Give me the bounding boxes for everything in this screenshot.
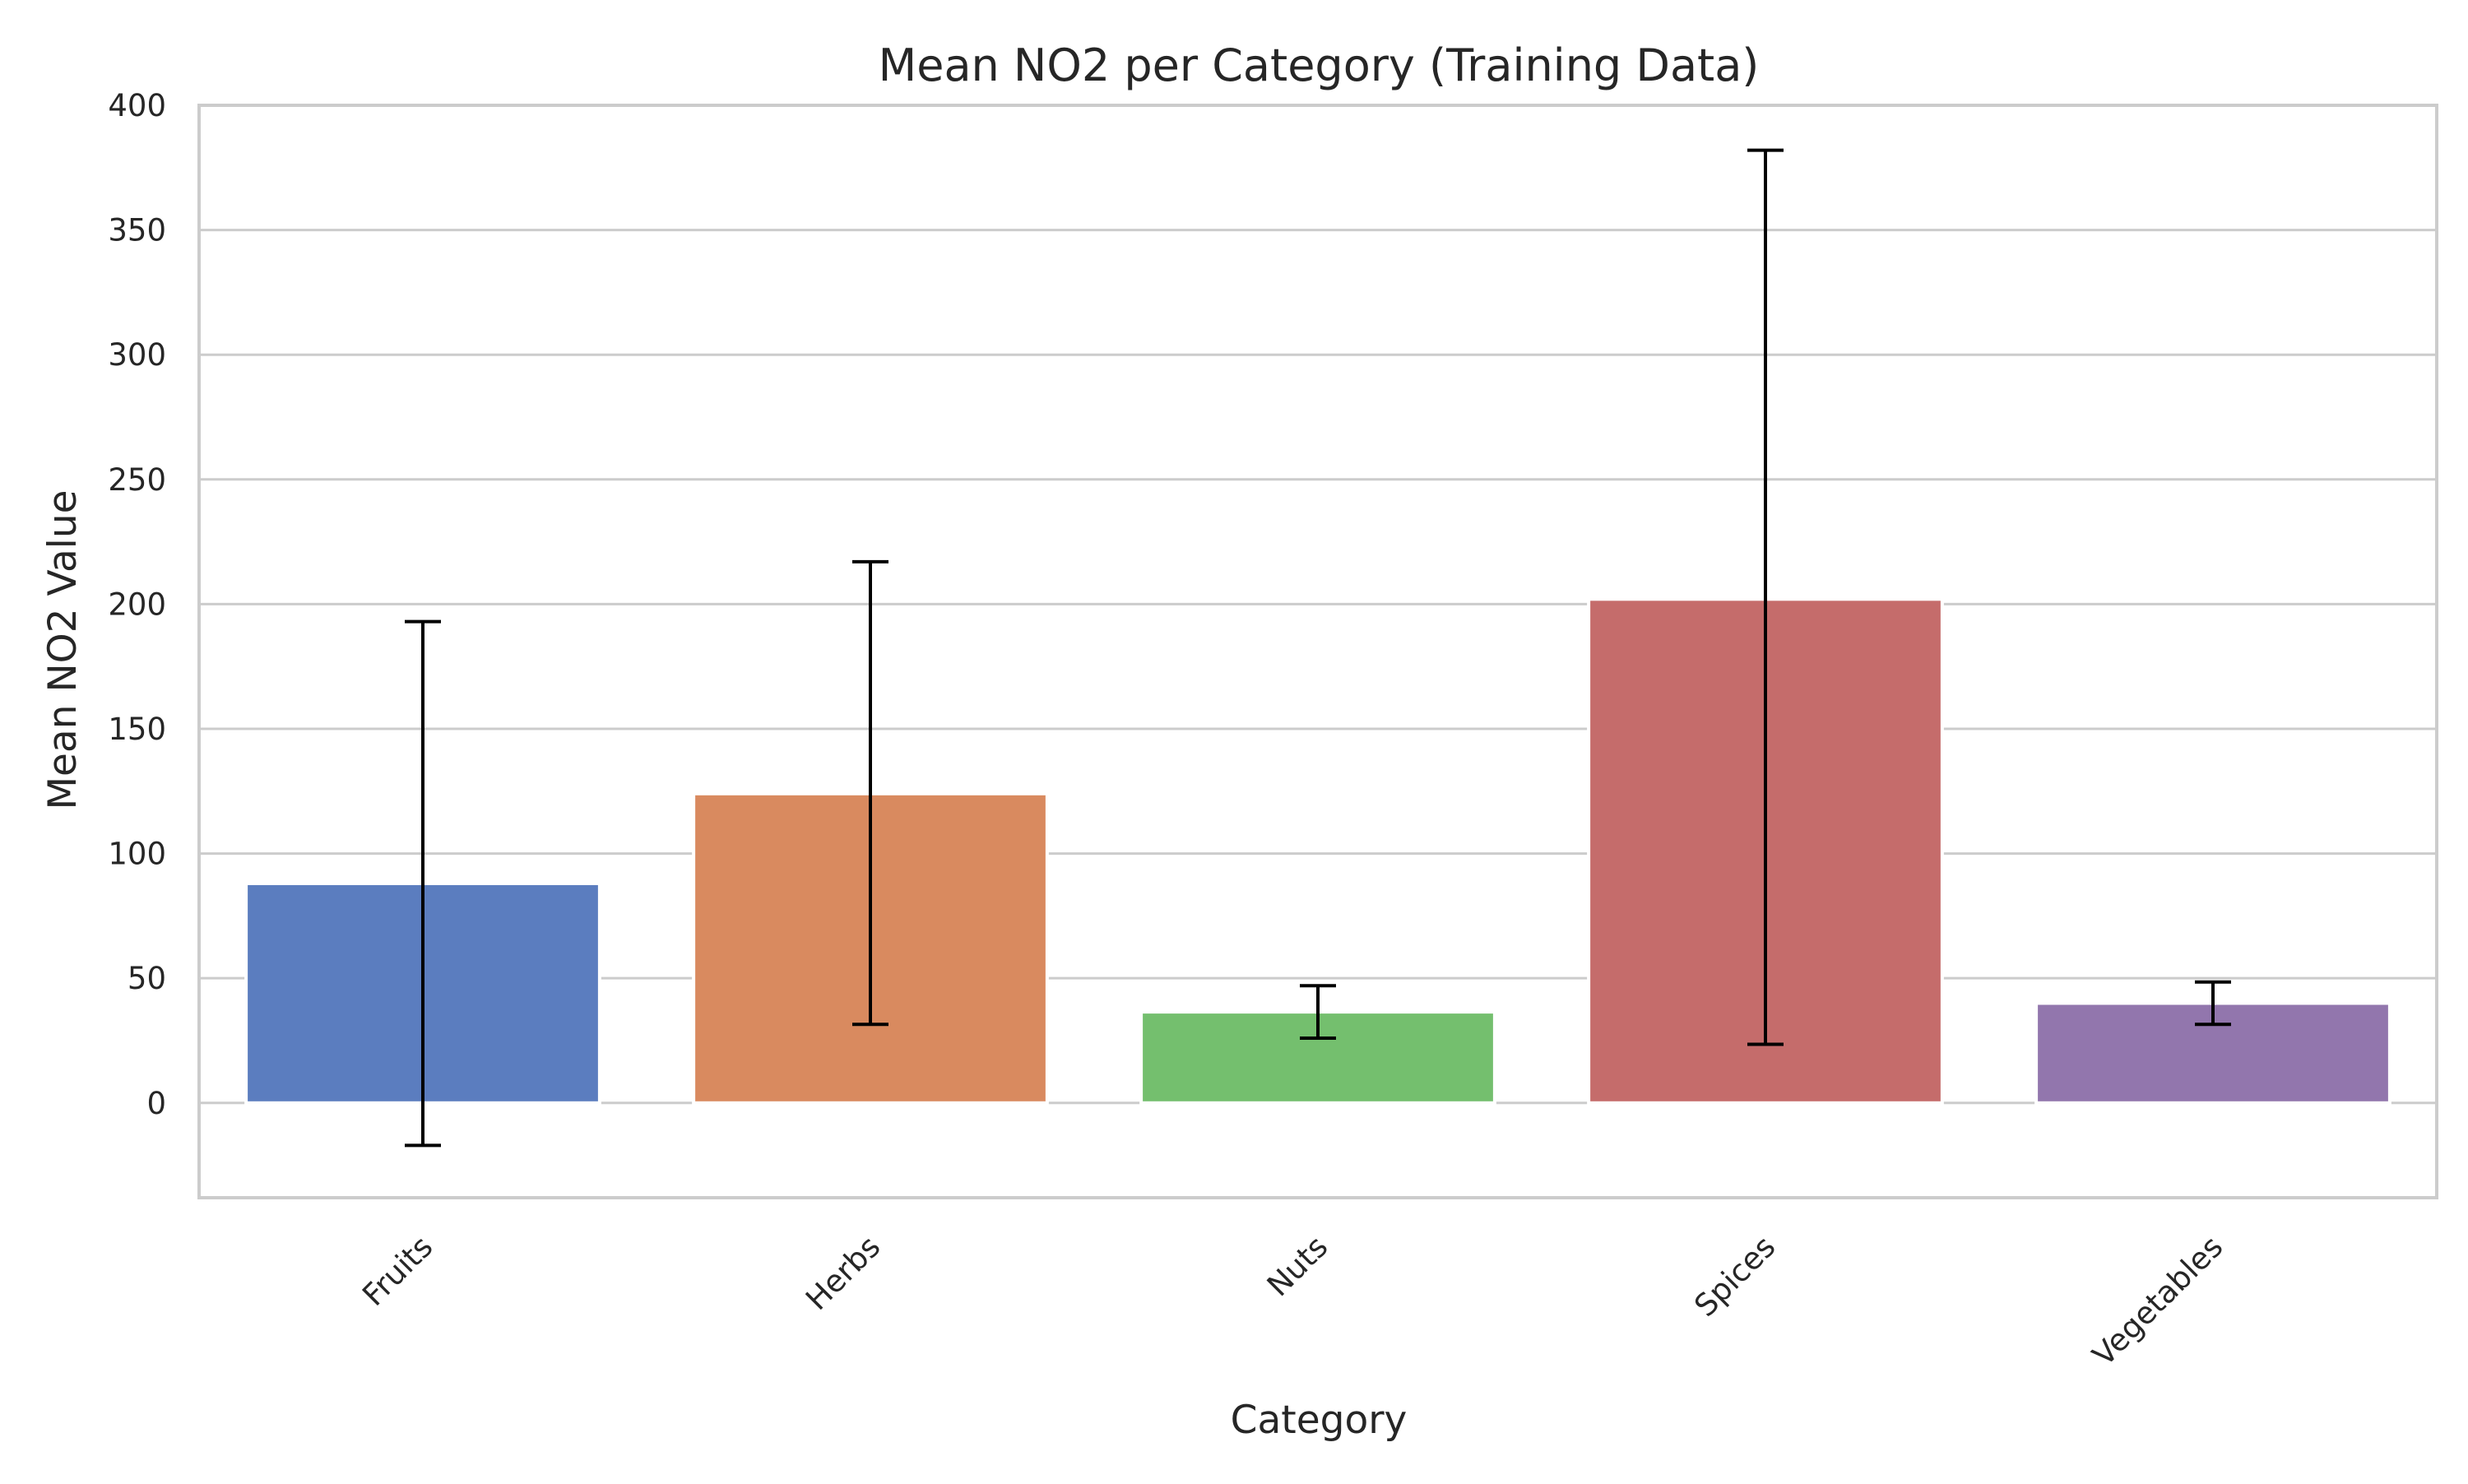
y-tick-label-350: 350: [108, 213, 166, 248]
y-tick-label-0: 0: [146, 1086, 166, 1121]
error-bars: [405, 148, 2231, 1148]
y-tick-label-100: 100: [108, 837, 166, 872]
y-tick-label-400: 400: [108, 88, 166, 123]
y-tick-label-300: 300: [108, 337, 166, 373]
y-axis-label: Mean NO2 Value: [40, 489, 86, 809]
chart-title: Mean NO2 per Category (Training Data): [879, 39, 1760, 91]
y-tick-label-200: 200: [108, 587, 166, 622]
y-tick-label-250: 250: [108, 462, 166, 498]
y-tick-label-150: 150: [108, 712, 166, 747]
y-tick-labels: 0 50 100 150 200 250 300 350 400: [108, 88, 166, 1121]
x-axis-label: Category: [1231, 1398, 1408, 1443]
y-tick-label-50: 50: [128, 961, 166, 996]
plot-frame: [197, 104, 2438, 1199]
